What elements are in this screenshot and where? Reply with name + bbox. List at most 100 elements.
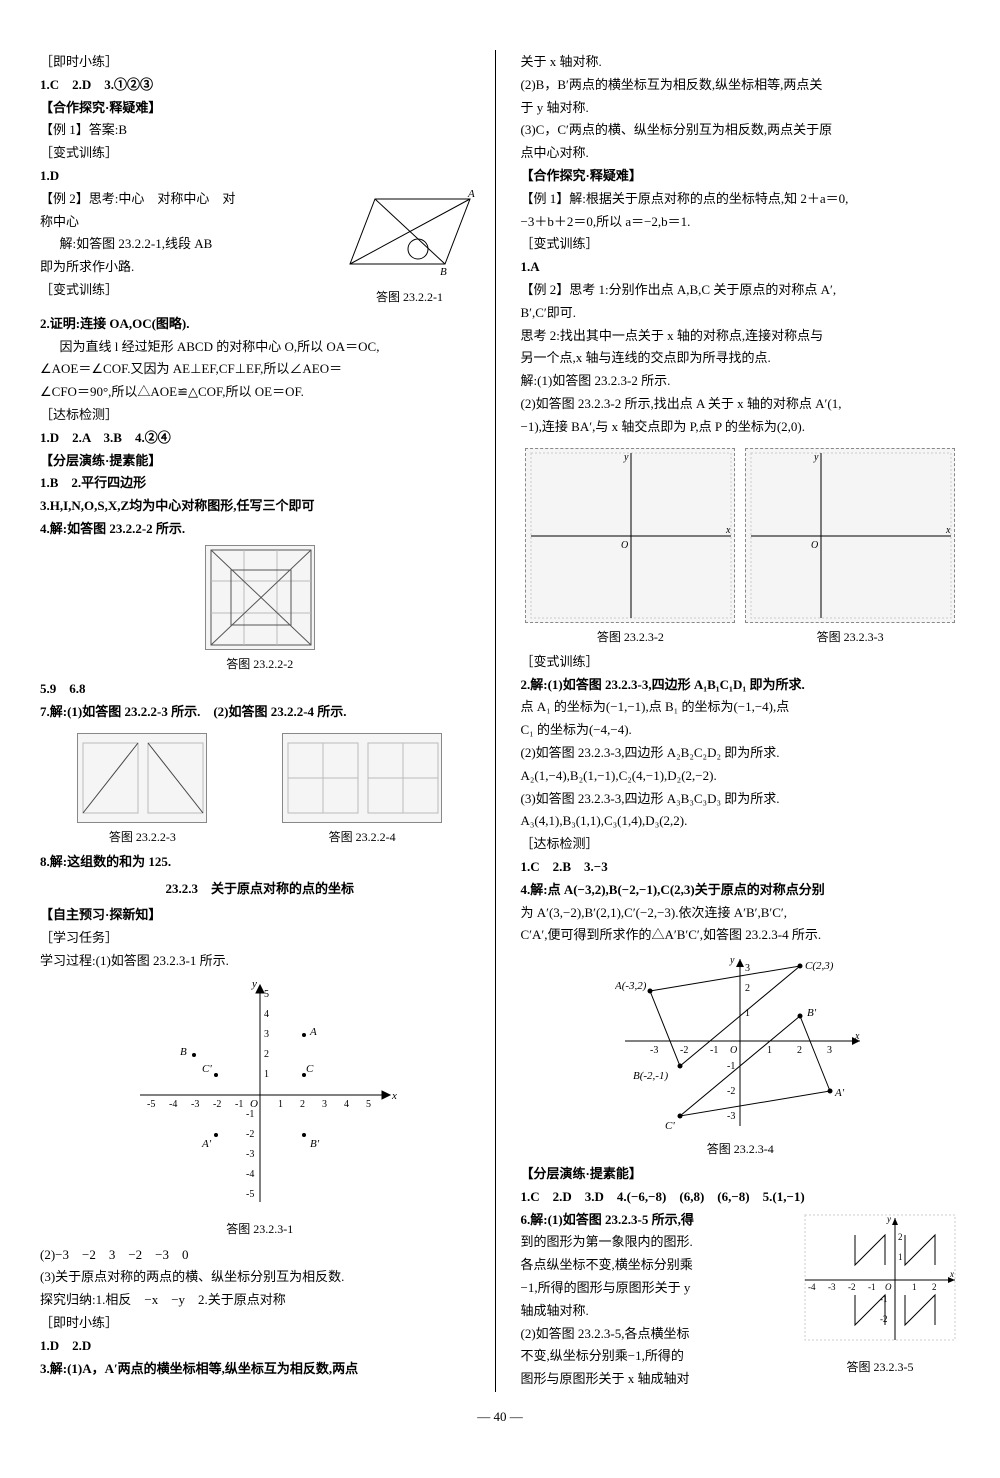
svg-text:x: x <box>391 1090 397 1102</box>
figure-caption: 答图 23.2.3-5 <box>800 1358 960 1377</box>
svg-text:A: A <box>309 1026 317 1038</box>
svg-text:O: O <box>730 1045 737 1056</box>
svg-text:-2: -2 <box>880 1314 888 1324</box>
svg-text:-1: -1 <box>246 1109 254 1120</box>
svg-text:O: O <box>621 540 628 551</box>
svg-text:2: 2 <box>797 1045 802 1056</box>
text-line: ［即时小练］ <box>40 52 480 73</box>
figure-23-2-2-1: A B 答图 23.2.2-1 <box>340 189 480 307</box>
svg-text:C: C <box>306 1063 314 1075</box>
text-line: ［变式训练］ <box>521 234 961 255</box>
section-header: 【分层演练·提素能】 <box>40 451 480 472</box>
figure-23-2-2-3: 答图 23.2.2-3 <box>77 728 207 847</box>
text-line: 探究归纳:1.相反 −x −y 2.关于原点对称 <box>40 1290 480 1311</box>
text-line: 为 A′(3,−2),B′(2,1),C′(−2,−3).依次连接 A′B′,B… <box>521 903 961 924</box>
text-line: (2)如答图 23.2.3-2 所示,找出点 A 关于 x 轴的对称点 A′(1… <box>521 394 961 415</box>
svg-text:3: 3 <box>745 963 750 974</box>
figure-caption: 答图 23.2.2-4 <box>282 828 442 847</box>
figure-caption: 答图 23.2.3-4 <box>615 1140 865 1159</box>
text-line: 于 y 轴对称. <box>521 98 961 119</box>
text-line: 8.解:这组数的和为 125. <box>40 852 480 873</box>
text-line: 5.9 6.8 <box>40 679 480 700</box>
text-line: 1.B 2.平行四边形 <box>40 473 480 494</box>
text-line: A₃(4,1),B₃(1,1),C₃(1,4),D₃(2,2). <box>521 811 961 832</box>
text-line: ∠CFO＝90°,所以△AOE≌△COF,所以 OE＝OF. <box>40 382 480 403</box>
figure-caption: 答图 23.2.2-3 <box>77 828 207 847</box>
text-line: 【例 1】解:根据关于原点对称的点的坐标特点,知 2＋a＝0, <box>521 189 961 210</box>
figure-caption: 答图 23.2.2-1 <box>340 288 480 307</box>
text-line: 7.解:(1)如答图 23.2.2-3 所示. (2)如答图 23.2.2-4 … <box>40 702 480 723</box>
svg-text:A': A' <box>201 1138 212 1150</box>
grid-chart: x y O <box>745 448 955 623</box>
svg-text:-1: -1 <box>710 1045 718 1056</box>
svg-text:5: 5 <box>366 1099 371 1110</box>
svg-text:1: 1 <box>767 1045 772 1056</box>
text-line: 因为直线 l 经过矩形 ABCD 的对称中心 O,所以 OA＝OC, <box>40 337 480 358</box>
text-line: ［学习任务］ <box>40 928 480 949</box>
svg-text:-3: -3 <box>191 1099 199 1110</box>
text-line: 4.解:如答图 23.2.2-2 所示. <box>40 519 480 540</box>
section-header: 【合作探究·释疑难】 <box>40 98 480 119</box>
text-line: (3)C，C′两点的横、纵坐标分别互为相反数,两点关于原 <box>521 120 961 141</box>
figure-row-3-4: 答图 23.2.2-3 答图 23.2.2-4 <box>40 728 480 847</box>
svg-text:1: 1 <box>912 1282 917 1292</box>
text-line: 点中心对称. <box>521 143 961 164</box>
section-header: 【自主预习·探新知】 <box>40 905 480 926</box>
text-line: ［达标检测］ <box>521 834 961 855</box>
svg-text:5: 5 <box>264 989 269 1000</box>
svg-text:x: x <box>854 1031 860 1042</box>
text-line: 解:(1)如答图 23.2.3-2 所示. <box>521 371 961 392</box>
svg-text:-2: -2 <box>680 1045 688 1056</box>
triangle-chart: -3-2-1 123 123 -1-2-3 O xy A(-3,2) C(2,3… <box>615 951 865 1131</box>
coordinate-chart: xy O -5-4-3 -2-1 123 45 123 45 -1-2-3 -4… <box>120 977 400 1212</box>
svg-text:3: 3 <box>264 1029 269 1040</box>
text-line: ［变式训练］ <box>40 143 480 164</box>
text-line: 1.C 2.D 3.①②③ <box>40 75 480 96</box>
svg-text:2: 2 <box>745 983 750 994</box>
svg-text:1: 1 <box>898 1252 903 1262</box>
text-line: 1.D <box>40 166 480 187</box>
text-line: 关于 x 轴对称. <box>521 52 961 73</box>
section-header: 【合作探究·释疑难】 <box>521 166 961 187</box>
svg-text:y: y <box>729 955 735 966</box>
text-line: −3＋b＋2＝0,所以 a＝−2,b＝1. <box>521 212 961 233</box>
svg-text:-2: -2 <box>848 1282 856 1292</box>
text-line: C₁ 的坐标为(−4,−4). <box>521 720 961 741</box>
svg-text:-1: -1 <box>868 1282 876 1292</box>
svg-text:-2: -2 <box>727 1086 735 1097</box>
rhombus-diagram: A B <box>340 189 480 279</box>
svg-text:C': C' <box>665 1120 675 1131</box>
text-line: C′A′,便可得到所求作的△A′B′C′,如答图 23.2.3-4 所示. <box>521 925 961 946</box>
text-line: 思考 2:找出其中一点关于 x 轴的对称点,连接对称点与 <box>521 326 961 347</box>
svg-text:-5: -5 <box>147 1099 155 1110</box>
svg-text:2: 2 <box>264 1049 269 1060</box>
svg-text:-4: -4 <box>246 1169 254 1180</box>
figure-caption: 答图 23.2.2-2 <box>200 655 320 674</box>
svg-text:O: O <box>885 1282 892 1292</box>
svg-text:x: x <box>949 1269 954 1279</box>
grid-chart: x y O <box>525 448 735 623</box>
svg-text:2: 2 <box>898 1232 903 1242</box>
figure-23-2-2-4: 答图 23.2.2-4 <box>282 728 442 847</box>
text-line: 1.D 2.A 3.B 4.②④ <box>40 428 480 449</box>
svg-text:B': B' <box>310 1138 320 1150</box>
svg-text:-4: -4 <box>169 1099 177 1110</box>
text-line: 1.C 2.D 3.D 4.(−6,−8) (6,8) (6,−8) 5.(1,… <box>521 1187 961 1208</box>
svg-text:-2: -2 <box>246 1129 254 1140</box>
svg-text:-2: -2 <box>213 1099 221 1110</box>
text-line: (3)关于原点对称的两点的横、纵坐标分别互为相反数. <box>40 1267 480 1288</box>
svg-text:y: y <box>623 452 629 463</box>
text-line: 1.C 2.B 3.−3 <box>521 857 961 878</box>
svg-text:B': B' <box>807 1007 817 1019</box>
text-line: 1.D 2.D <box>40 1336 480 1357</box>
svg-text:C': C' <box>202 1063 212 1075</box>
text-line: ∠AOE＝∠COF.又因为 AE⊥EF,CF⊥EF,所以∠AEO＝ <box>40 359 480 380</box>
svg-text:-3: -3 <box>650 1045 658 1056</box>
figure-23-2-3-1: xy O -5-4-3 -2-1 123 45 123 45 -1-2-3 -4… <box>120 977 400 1240</box>
figure-caption: 答图 23.2.3-2 <box>525 628 735 647</box>
svg-text:-5: -5 <box>246 1189 254 1200</box>
right-column: 关于 x 轴对称. (2)B，B′两点的横坐标互为相反数,纵坐标相等,两点关 于… <box>516 50 961 1392</box>
grid-diagram <box>205 545 315 650</box>
svg-text:y: y <box>813 452 819 463</box>
svg-text:-3: -3 <box>727 1111 735 1122</box>
